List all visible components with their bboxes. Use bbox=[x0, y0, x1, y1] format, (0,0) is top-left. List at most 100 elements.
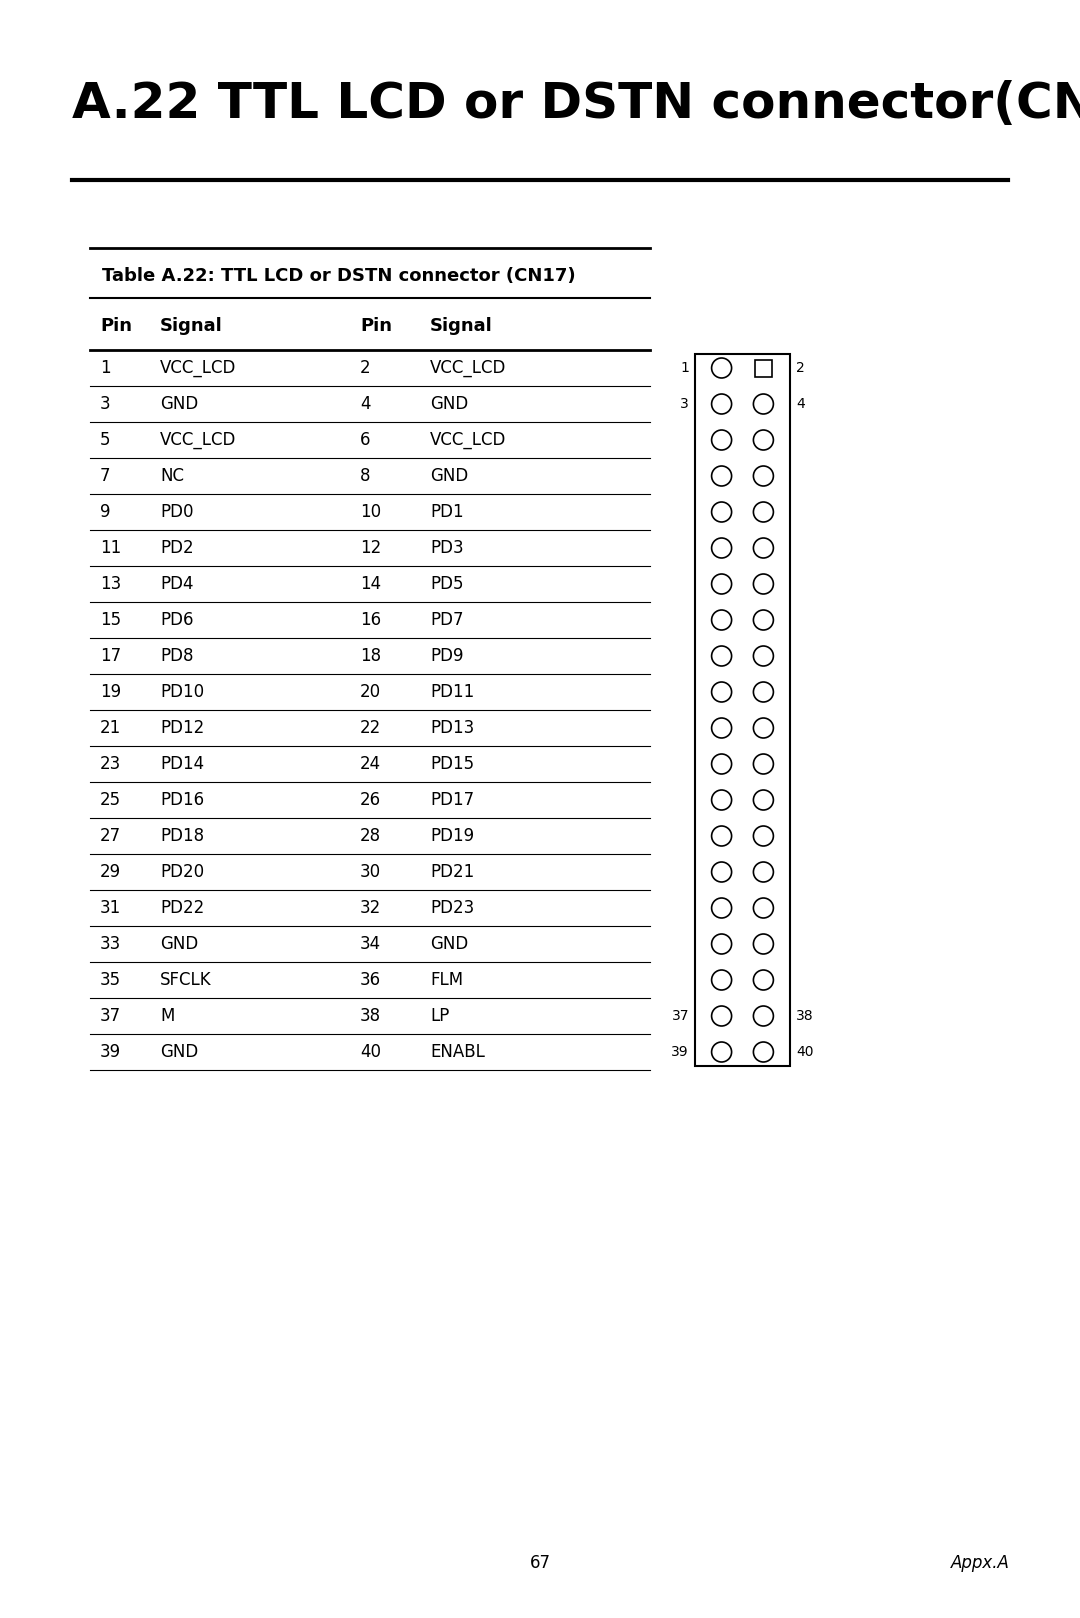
Circle shape bbox=[712, 539, 731, 558]
Circle shape bbox=[712, 395, 731, 414]
Text: FLM: FLM bbox=[430, 971, 463, 989]
Circle shape bbox=[754, 898, 773, 917]
Text: LP: LP bbox=[430, 1006, 449, 1024]
Text: PD19: PD19 bbox=[430, 827, 474, 845]
Text: Pin: Pin bbox=[360, 317, 392, 335]
Text: 40: 40 bbox=[360, 1044, 381, 1061]
Text: 1: 1 bbox=[100, 359, 110, 377]
Circle shape bbox=[754, 683, 773, 702]
Text: PD12: PD12 bbox=[160, 718, 204, 738]
Circle shape bbox=[712, 971, 731, 990]
Text: GND: GND bbox=[430, 395, 469, 413]
Text: 39: 39 bbox=[100, 1044, 121, 1061]
Circle shape bbox=[712, 1042, 731, 1061]
Text: 31: 31 bbox=[100, 900, 121, 917]
Text: 38: 38 bbox=[796, 1010, 813, 1023]
Text: 34: 34 bbox=[360, 935, 381, 953]
Text: 32: 32 bbox=[360, 900, 381, 917]
Text: 17: 17 bbox=[100, 647, 121, 665]
Text: PD14: PD14 bbox=[160, 756, 204, 773]
Text: A.22 TTL LCD or DSTN connector(CN17): A.22 TTL LCD or DSTN connector(CN17) bbox=[72, 79, 1080, 128]
Text: 38: 38 bbox=[360, 1006, 381, 1024]
Circle shape bbox=[712, 718, 731, 738]
Text: PD5: PD5 bbox=[430, 574, 463, 594]
Text: Table A.22: TTL LCD or DSTN connector (CN17): Table A.22: TTL LCD or DSTN connector (C… bbox=[102, 267, 576, 285]
Text: 25: 25 bbox=[100, 791, 121, 809]
Text: GND: GND bbox=[160, 935, 199, 953]
Text: 40: 40 bbox=[796, 1045, 813, 1060]
Text: 22: 22 bbox=[360, 718, 381, 738]
Text: 4: 4 bbox=[360, 395, 370, 413]
Text: PD6: PD6 bbox=[160, 612, 193, 629]
Text: PD1: PD1 bbox=[430, 503, 463, 521]
Circle shape bbox=[712, 898, 731, 917]
Text: 3: 3 bbox=[680, 396, 689, 411]
Text: 29: 29 bbox=[100, 862, 121, 880]
Circle shape bbox=[754, 574, 773, 594]
Text: 10: 10 bbox=[360, 503, 381, 521]
Circle shape bbox=[712, 574, 731, 594]
Circle shape bbox=[754, 646, 773, 667]
Circle shape bbox=[712, 862, 731, 882]
Text: 16: 16 bbox=[360, 612, 381, 629]
Circle shape bbox=[712, 827, 731, 846]
Text: 3: 3 bbox=[100, 395, 110, 413]
Text: 67: 67 bbox=[529, 1553, 551, 1573]
Circle shape bbox=[754, 395, 773, 414]
Text: PD16: PD16 bbox=[160, 791, 204, 809]
Text: PD20: PD20 bbox=[160, 862, 204, 880]
Text: Appx.A: Appx.A bbox=[950, 1553, 1010, 1573]
Text: 11: 11 bbox=[100, 539, 121, 557]
Circle shape bbox=[712, 502, 731, 523]
Text: 8: 8 bbox=[360, 468, 370, 485]
Text: PD4: PD4 bbox=[160, 574, 193, 594]
Text: 30: 30 bbox=[360, 862, 381, 880]
Text: VCC_LCD: VCC_LCD bbox=[160, 430, 237, 450]
Circle shape bbox=[754, 430, 773, 450]
Text: 23: 23 bbox=[100, 756, 121, 773]
Text: 24: 24 bbox=[360, 756, 381, 773]
Circle shape bbox=[712, 430, 731, 450]
Bar bbox=[696, 354, 789, 1066]
Text: GND: GND bbox=[430, 468, 469, 485]
Text: PD21: PD21 bbox=[430, 862, 474, 880]
Text: 4: 4 bbox=[796, 396, 805, 411]
Text: PD22: PD22 bbox=[160, 900, 204, 917]
Circle shape bbox=[754, 502, 773, 523]
Text: 2: 2 bbox=[796, 361, 805, 375]
Text: GND: GND bbox=[430, 935, 469, 953]
Text: PD11: PD11 bbox=[430, 683, 474, 701]
Text: 26: 26 bbox=[360, 791, 381, 809]
Circle shape bbox=[712, 1006, 731, 1026]
Text: 36: 36 bbox=[360, 971, 381, 989]
Circle shape bbox=[754, 1006, 773, 1026]
Text: 35: 35 bbox=[100, 971, 121, 989]
Text: PD2: PD2 bbox=[160, 539, 193, 557]
Circle shape bbox=[712, 754, 731, 773]
Text: PD10: PD10 bbox=[160, 683, 204, 701]
Circle shape bbox=[754, 539, 773, 558]
Text: PD15: PD15 bbox=[430, 756, 474, 773]
Text: PD3: PD3 bbox=[430, 539, 463, 557]
Circle shape bbox=[712, 610, 731, 629]
Circle shape bbox=[754, 1042, 773, 1061]
Text: PD9: PD9 bbox=[430, 647, 463, 665]
Circle shape bbox=[754, 790, 773, 811]
Text: 33: 33 bbox=[100, 935, 121, 953]
Text: 5: 5 bbox=[100, 430, 110, 450]
Text: 21: 21 bbox=[100, 718, 121, 738]
Text: VCC_LCD: VCC_LCD bbox=[430, 359, 507, 377]
Text: PD17: PD17 bbox=[430, 791, 474, 809]
Text: PD13: PD13 bbox=[430, 718, 474, 738]
Circle shape bbox=[754, 466, 773, 485]
Text: Signal: Signal bbox=[160, 317, 222, 335]
Text: 19: 19 bbox=[100, 683, 121, 701]
Text: 1: 1 bbox=[680, 361, 689, 375]
Circle shape bbox=[712, 466, 731, 485]
Text: 37: 37 bbox=[672, 1010, 689, 1023]
Circle shape bbox=[712, 646, 731, 667]
Text: VCC_LCD: VCC_LCD bbox=[430, 430, 507, 450]
Text: NC: NC bbox=[160, 468, 184, 485]
Text: 7: 7 bbox=[100, 468, 110, 485]
Circle shape bbox=[712, 934, 731, 955]
